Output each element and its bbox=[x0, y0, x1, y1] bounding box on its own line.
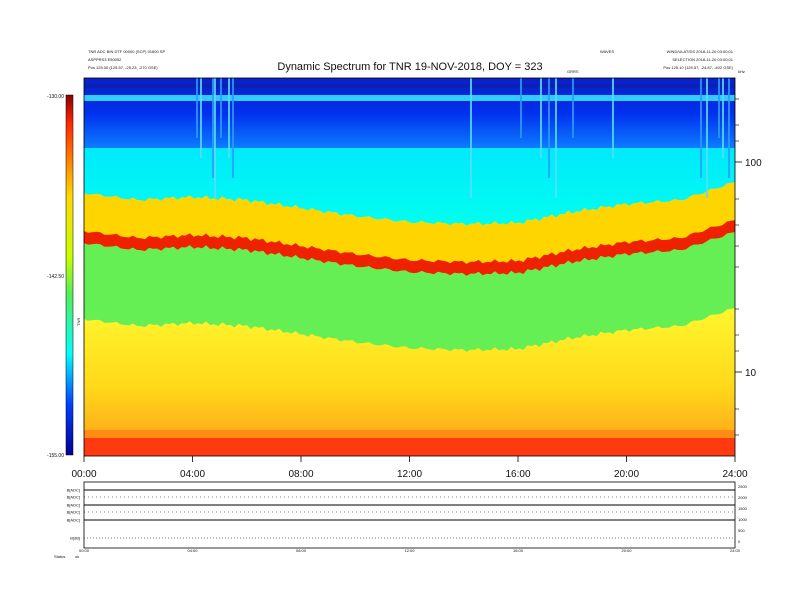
housekeeping-right-tick: 1000 bbox=[738, 517, 748, 522]
spectrogram-image bbox=[84, 78, 735, 456]
emission-red-band bbox=[84, 218, 735, 276]
time-tick-label: 24:00 bbox=[722, 469, 747, 480]
time-tick-label: 16:00 bbox=[505, 469, 530, 480]
housekeeping-right-tick: 2500 bbox=[738, 484, 748, 489]
freq-unit-label: kHz bbox=[738, 69, 745, 74]
frequency-axis bbox=[735, 98, 742, 436]
interference-spike bbox=[555, 78, 557, 198]
housekeeping-row-label: B[ADC] bbox=[67, 518, 80, 523]
interference-spike bbox=[196, 78, 198, 138]
header-center-right-label: GRRS bbox=[567, 69, 579, 74]
interference-spike bbox=[612, 78, 614, 158]
housekeeping-right-tick: 1500 bbox=[738, 506, 748, 511]
header-top-right-line3: Pos 125.10 (125.57, -24.87, -402 GSE) bbox=[663, 65, 733, 70]
header-top-right-line2: SELECTION 2018-11-20 03:00:01 bbox=[672, 57, 733, 62]
low-frequency-orange-band bbox=[84, 430, 735, 438]
status-value: ok bbox=[75, 554, 79, 559]
interference-spike bbox=[470, 78, 472, 198]
housekeeping-row-label: B[ADC] bbox=[67, 503, 80, 508]
header-top-left-line1: TNR ADC BIN DTF 00000 (SCP) 01800 SP bbox=[88, 49, 165, 54]
colorbar-tick-top: -130.00 bbox=[47, 94, 64, 100]
time-tick-label: 08:00 bbox=[288, 469, 313, 480]
header-top-left-line3: Pos 125.00 (125.57, -25.23, -270 GSE) bbox=[88, 65, 158, 70]
interference-spike bbox=[214, 78, 216, 198]
colorbar bbox=[65, 94, 74, 456]
colorbar-tick-mid: -142.50 bbox=[47, 274, 64, 280]
interference-spike bbox=[706, 78, 708, 198]
header-top-left-line2: ASPPRS3 E50052 bbox=[88, 57, 122, 62]
housekeeping-panel bbox=[83, 481, 736, 549]
housekeeping-row-label: B[dB] bbox=[70, 536, 80, 541]
time-tick-label: 04:00 bbox=[180, 469, 205, 480]
interference-spike bbox=[228, 78, 230, 158]
interference-spike bbox=[232, 78, 234, 178]
interference-spike bbox=[700, 78, 702, 178]
interference-spike bbox=[572, 78, 574, 138]
housekeeping-time-label: 08:00 bbox=[296, 548, 307, 553]
chart-title: Dynamic Spectrum for TNR 19-NOV-2018, DO… bbox=[277, 61, 542, 73]
interference-spikes bbox=[196, 78, 730, 198]
interference-spike bbox=[722, 78, 724, 158]
housekeeping-right-tick: 2000 bbox=[738, 495, 748, 500]
top-dark-stripe bbox=[84, 84, 735, 88]
time-axis: 00:00 04:00 08:00 12:00 16:00 20:00 24:00 bbox=[71, 456, 748, 480]
time-tick-label: 12:00 bbox=[397, 469, 422, 480]
colorbar-tick-bottom: -155.00 bbox=[47, 453, 64, 459]
interference-spike bbox=[728, 78, 730, 178]
housekeeping-row-label: B[ADC] bbox=[67, 510, 80, 515]
emission-yellow-edge bbox=[84, 182, 735, 264]
housekeeping-right-tick: 0 bbox=[738, 539, 741, 544]
housekeeping-time-label: 00:00 bbox=[79, 548, 90, 553]
interference-spike bbox=[212, 78, 214, 178]
housekeeping-row-label: B[ADC] bbox=[67, 495, 80, 500]
top-blue-band bbox=[84, 78, 735, 148]
mid-green-band bbox=[84, 232, 735, 352]
housekeeping-time-axis: 00:00 04:00 08:00 12:00 16:00 20:00 24:00 bbox=[79, 548, 741, 553]
interference-spike bbox=[220, 78, 222, 138]
interference-spike bbox=[718, 78, 720, 138]
header-top-mid-label: WAVES bbox=[600, 49, 614, 54]
housekeeping-right-tick: 500 bbox=[738, 528, 745, 533]
housekeeping-time-label: 20:00 bbox=[621, 548, 632, 553]
interference-spike bbox=[200, 78, 202, 158]
housekeeping-time-label: 16:00 bbox=[513, 548, 524, 553]
header-top-right-line1: WIND/ULAT/DS 2018-11-20 03:00:01 bbox=[667, 49, 734, 54]
time-tick-label: 00:00 bbox=[71, 469, 96, 480]
housekeeping-time-label: 12:00 bbox=[404, 548, 415, 553]
freq-tick-100: 100 bbox=[745, 158, 762, 169]
interference-spike bbox=[520, 78, 522, 138]
colorbar-label: TNR bbox=[76, 318, 81, 326]
housekeeping-row-label: B[ADC] bbox=[67, 488, 80, 493]
time-tick-label: 20:00 bbox=[614, 469, 639, 480]
status-label: Status bbox=[54, 554, 65, 559]
housekeeping-time-label: 04:00 bbox=[187, 548, 198, 553]
interference-spike bbox=[540, 78, 542, 158]
top-cyan-stripe bbox=[84, 95, 735, 101]
freq-tick-10: 10 bbox=[745, 368, 757, 379]
housekeeping-time-label: 24:00 bbox=[730, 548, 741, 553]
interference-spike bbox=[548, 78, 550, 178]
low-frequency-red-band bbox=[84, 438, 735, 456]
housekeeping-rows: B[ADC] B[ADC] B[ADC] B[ADC] B[ADC] B[dB] 2500 2… bbox=[67, 484, 748, 544]
